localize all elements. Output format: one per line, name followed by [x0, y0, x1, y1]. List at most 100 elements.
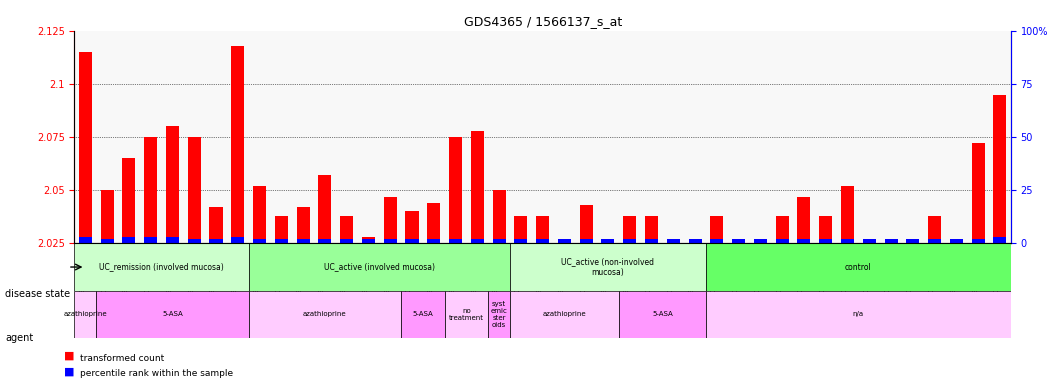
Text: azathioprine: azathioprine: [64, 311, 107, 317]
Bar: [514, 239, 528, 243]
Bar: [907, 239, 919, 243]
Bar: [819, 239, 832, 243]
Bar: [558, 241, 571, 243]
Bar: [580, 205, 593, 243]
Bar: [994, 94, 1007, 243]
Text: ■: ■: [64, 366, 74, 376]
Bar: [187, 239, 201, 243]
Bar: [601, 239, 615, 243]
FancyBboxPatch shape: [249, 243, 510, 291]
Bar: [122, 237, 135, 243]
Bar: [101, 239, 114, 243]
Bar: [514, 216, 528, 243]
Bar: [928, 216, 942, 243]
Text: percentile rank within the sample: percentile rank within the sample: [80, 369, 233, 378]
Bar: [166, 237, 179, 243]
Bar: [819, 216, 832, 243]
Bar: [231, 237, 245, 243]
FancyBboxPatch shape: [401, 291, 445, 338]
Bar: [841, 186, 854, 243]
Bar: [405, 239, 418, 243]
Bar: [144, 237, 157, 243]
Bar: [428, 239, 440, 243]
FancyBboxPatch shape: [510, 243, 705, 291]
Bar: [624, 216, 636, 243]
Bar: [645, 239, 658, 243]
Bar: [384, 239, 397, 243]
Bar: [928, 239, 942, 243]
Text: azathioprine: azathioprine: [543, 311, 586, 317]
Bar: [732, 239, 745, 243]
Bar: [253, 239, 266, 243]
Bar: [950, 241, 963, 243]
Text: agent: agent: [5, 333, 34, 343]
Bar: [340, 216, 353, 243]
Bar: [101, 190, 114, 243]
Bar: [950, 239, 963, 243]
Bar: [449, 239, 462, 243]
Text: azathioprine: azathioprine: [303, 311, 347, 317]
Bar: [711, 216, 724, 243]
Bar: [166, 126, 179, 243]
Bar: [688, 239, 701, 243]
Bar: [971, 144, 984, 243]
Bar: [907, 241, 919, 243]
Bar: [493, 239, 505, 243]
Bar: [863, 239, 876, 243]
Bar: [405, 212, 418, 243]
Bar: [645, 216, 658, 243]
Bar: [210, 207, 222, 243]
Bar: [318, 175, 331, 243]
Bar: [449, 137, 462, 243]
Bar: [187, 137, 201, 243]
Bar: [601, 241, 615, 243]
FancyBboxPatch shape: [96, 291, 249, 338]
FancyBboxPatch shape: [249, 291, 401, 338]
Bar: [122, 158, 135, 243]
Bar: [470, 131, 484, 243]
Bar: [688, 241, 701, 243]
Bar: [362, 239, 375, 243]
Text: 5-ASA: 5-ASA: [652, 311, 672, 317]
FancyBboxPatch shape: [705, 243, 1011, 291]
Bar: [428, 203, 440, 243]
FancyBboxPatch shape: [445, 291, 488, 338]
FancyBboxPatch shape: [510, 291, 619, 338]
Text: disease state: disease state: [5, 289, 70, 299]
Bar: [536, 239, 549, 243]
Bar: [754, 241, 767, 243]
Bar: [884, 241, 898, 243]
Bar: [210, 239, 222, 243]
Bar: [776, 239, 788, 243]
Bar: [318, 239, 331, 243]
Bar: [231, 46, 245, 243]
Text: no
treatment: no treatment: [449, 308, 484, 321]
Bar: [711, 239, 724, 243]
Bar: [884, 239, 898, 243]
Bar: [79, 237, 92, 243]
Bar: [297, 207, 310, 243]
Bar: [253, 186, 266, 243]
Bar: [667, 239, 680, 243]
Text: control: control: [845, 263, 871, 271]
Bar: [340, 239, 353, 243]
Text: 5-ASA: 5-ASA: [162, 311, 183, 317]
Text: ■: ■: [64, 351, 74, 361]
Text: UC_remission (involved mucosa): UC_remission (involved mucosa): [99, 263, 223, 271]
Bar: [797, 197, 811, 243]
Bar: [971, 239, 984, 243]
Bar: [841, 239, 854, 243]
Text: syst
emic
ster
oids: syst emic ster oids: [491, 301, 508, 328]
Bar: [79, 52, 92, 243]
FancyBboxPatch shape: [619, 291, 705, 338]
Bar: [384, 197, 397, 243]
Bar: [667, 241, 680, 243]
Text: transformed count: transformed count: [80, 354, 164, 363]
Text: UC_active (non-involved
mucosa): UC_active (non-involved mucosa): [562, 257, 654, 277]
Bar: [580, 239, 593, 243]
Text: n/a: n/a: [853, 311, 864, 317]
FancyBboxPatch shape: [488, 291, 510, 338]
Bar: [493, 190, 505, 243]
Title: GDS4365 / 1566137_s_at: GDS4365 / 1566137_s_at: [464, 15, 621, 28]
Bar: [297, 239, 310, 243]
